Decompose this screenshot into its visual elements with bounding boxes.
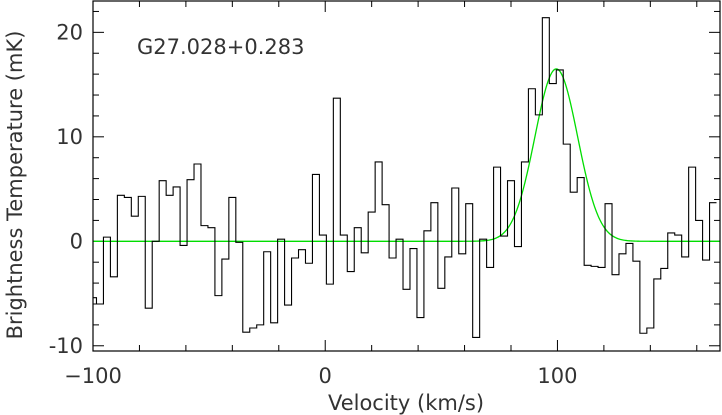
y-axis-label: Brightness Temperature (mK) [3,31,27,340]
y-tick-label: 20 [56,20,83,44]
spectrum-step-line [93,17,717,338]
gaussian-fit-line [93,68,720,242]
x-axis-label: Velocity (km/s) [328,391,484,415]
source-name-annotation: G27.028+0.283 [137,35,304,59]
x-tick-label: 100 [537,364,577,388]
x-tick-label: 0 [319,364,332,388]
y-axis-ticks [93,10,720,347]
y-tick-label: 10 [56,125,83,149]
x-tick-labels: −100 0 100 [64,364,577,388]
y-tick-label: 0 [70,229,83,253]
plot-frame [92,0,721,352]
y-tick-labels: -10 0 10 20 [49,20,83,357]
y-tick-label: -10 [49,334,83,358]
x-tick-label: −100 [64,364,122,388]
x-axis-ticks [92,1,698,351]
plot-area [93,17,720,338]
